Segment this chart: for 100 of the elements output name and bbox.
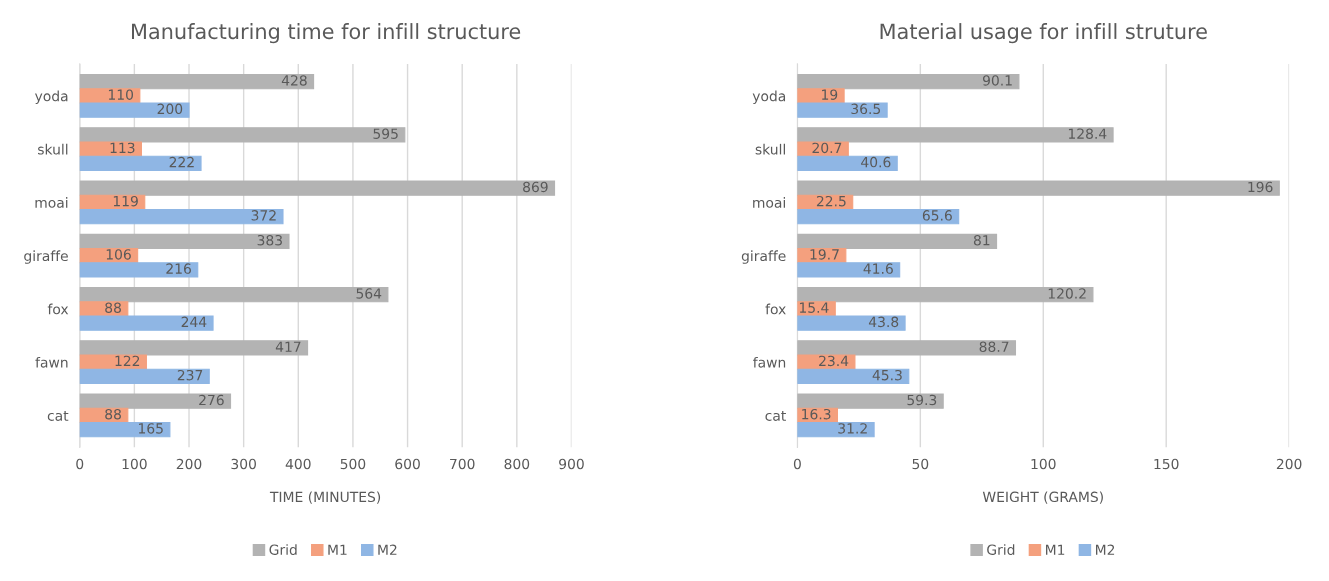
y-tick-label: cat	[47, 410, 69, 421]
bar	[79, 354, 147, 370]
bar	[797, 233, 998, 250]
data-label: 196	[1248, 181, 1273, 193]
data-label: 20.7	[812, 142, 842, 154]
data-label: 165	[139, 423, 163, 434]
chart-title: Material usage for infill struture	[880, 23, 1207, 44]
data-label: 200	[157, 103, 183, 115]
bar	[797, 262, 901, 278]
y-tick-label: yoda	[752, 90, 786, 105]
bar	[79, 340, 309, 356]
data-label: 113	[110, 142, 135, 154]
data-label: 88	[105, 302, 121, 313]
data-label: 276	[199, 394, 224, 406]
y-tick-label: cat	[765, 410, 786, 421]
y-tick-label: fox	[47, 303, 69, 315]
x-tick-label: 500	[340, 458, 366, 470]
data-label: 45.3	[872, 369, 902, 381]
data-label: 41.6	[863, 263, 893, 274]
y-tick-label: skull	[38, 143, 68, 155]
bar	[797, 368, 910, 385]
x-tick-label: 200	[1276, 458, 1302, 470]
x-tick-label: 0	[793, 458, 801, 470]
bar	[797, 74, 1020, 90]
data-label: 222	[169, 156, 194, 168]
x-tick-label: 200	[176, 458, 202, 470]
bar	[79, 127, 406, 143]
data-label: 216	[166, 263, 191, 274]
bar	[797, 393, 944, 409]
legend-label: Grid	[269, 544, 297, 555]
bar	[79, 315, 214, 331]
bar	[79, 233, 290, 250]
x-axis-title: TIME (MINUTES)	[269, 491, 381, 504]
data-label: 81	[973, 234, 990, 246]
y-tick-label: skull	[755, 143, 785, 155]
bar	[797, 315, 906, 331]
data-label: 22.5	[816, 195, 846, 207]
data-label: 119	[113, 195, 138, 207]
data-label: 110	[108, 89, 134, 100]
bar	[79, 208, 284, 225]
bar	[797, 421, 875, 438]
data-label: 43.8	[868, 316, 899, 328]
data-label: 128.4	[1068, 128, 1107, 139]
bar	[797, 127, 1114, 143]
data-label: 16.3	[802, 408, 831, 420]
x-tick-label: 0	[76, 458, 84, 470]
bar	[797, 287, 1094, 303]
bar	[797, 208, 960, 225]
y-tick-label: giraffe	[24, 250, 68, 264]
x-axis-title: WEIGHT (GRAMS)	[982, 491, 1103, 504]
legend-label: M2	[1096, 544, 1115, 555]
data-label: 15.4	[799, 302, 829, 313]
data-label: 383	[257, 234, 282, 246]
x-tick-label: 150	[1154, 458, 1179, 470]
bar	[79, 393, 232, 409]
bar	[79, 180, 556, 196]
data-label: 40.6	[861, 156, 891, 168]
x-tick-label: 800	[504, 458, 530, 470]
data-label: 417	[275, 341, 301, 352]
legend-label: M1	[328, 544, 347, 555]
bar	[797, 180, 1280, 196]
bar	[797, 340, 1017, 356]
data-label: 122	[115, 355, 140, 366]
y-tick-label: fawn	[753, 356, 786, 368]
data-label: 65.6	[922, 210, 952, 221]
y-tick-label: fawn	[35, 356, 68, 368]
y-tick-label: giraffe	[741, 250, 786, 264]
x-tick-label: 700	[450, 458, 475, 470]
bar	[79, 421, 171, 438]
data-label: 120.2	[1048, 288, 1086, 299]
y-tick-label: fox	[765, 303, 786, 315]
bar	[79, 74, 315, 90]
x-tick-label: 600	[395, 458, 420, 470]
data-label: 90.1	[982, 75, 1012, 86]
data-label: 869	[523, 181, 548, 193]
x-tick-label: 300	[231, 458, 256, 470]
data-label: 88	[105, 408, 121, 420]
x-tick-label: 50	[912, 458, 929, 470]
data-label: 595	[373, 128, 398, 139]
data-label: 564	[356, 288, 382, 299]
data-label: 19.7	[810, 249, 839, 260]
data-label: 19	[822, 89, 838, 100]
chart-title: Manufacturing time for infill structure	[132, 23, 521, 44]
data-label: 59.3	[907, 394, 937, 406]
bar	[79, 141, 143, 157]
data-label: 428	[281, 75, 307, 86]
y-tick-label: moai	[753, 197, 785, 208]
bar	[79, 155, 202, 171]
y-tick-label: yoda	[35, 90, 68, 105]
bar	[797, 102, 888, 118]
legend-label: M1	[1046, 544, 1065, 555]
y-tick-label: moai	[35, 197, 68, 208]
x-tick-label: 400	[285, 458, 311, 470]
bar	[79, 368, 210, 385]
data-label: 31.2	[838, 423, 867, 434]
bar	[797, 155, 898, 171]
data-label: 36.5	[851, 103, 881, 115]
x-tick-label: 100	[1031, 458, 1056, 470]
data-label: 372	[251, 210, 276, 221]
bar	[79, 102, 190, 118]
